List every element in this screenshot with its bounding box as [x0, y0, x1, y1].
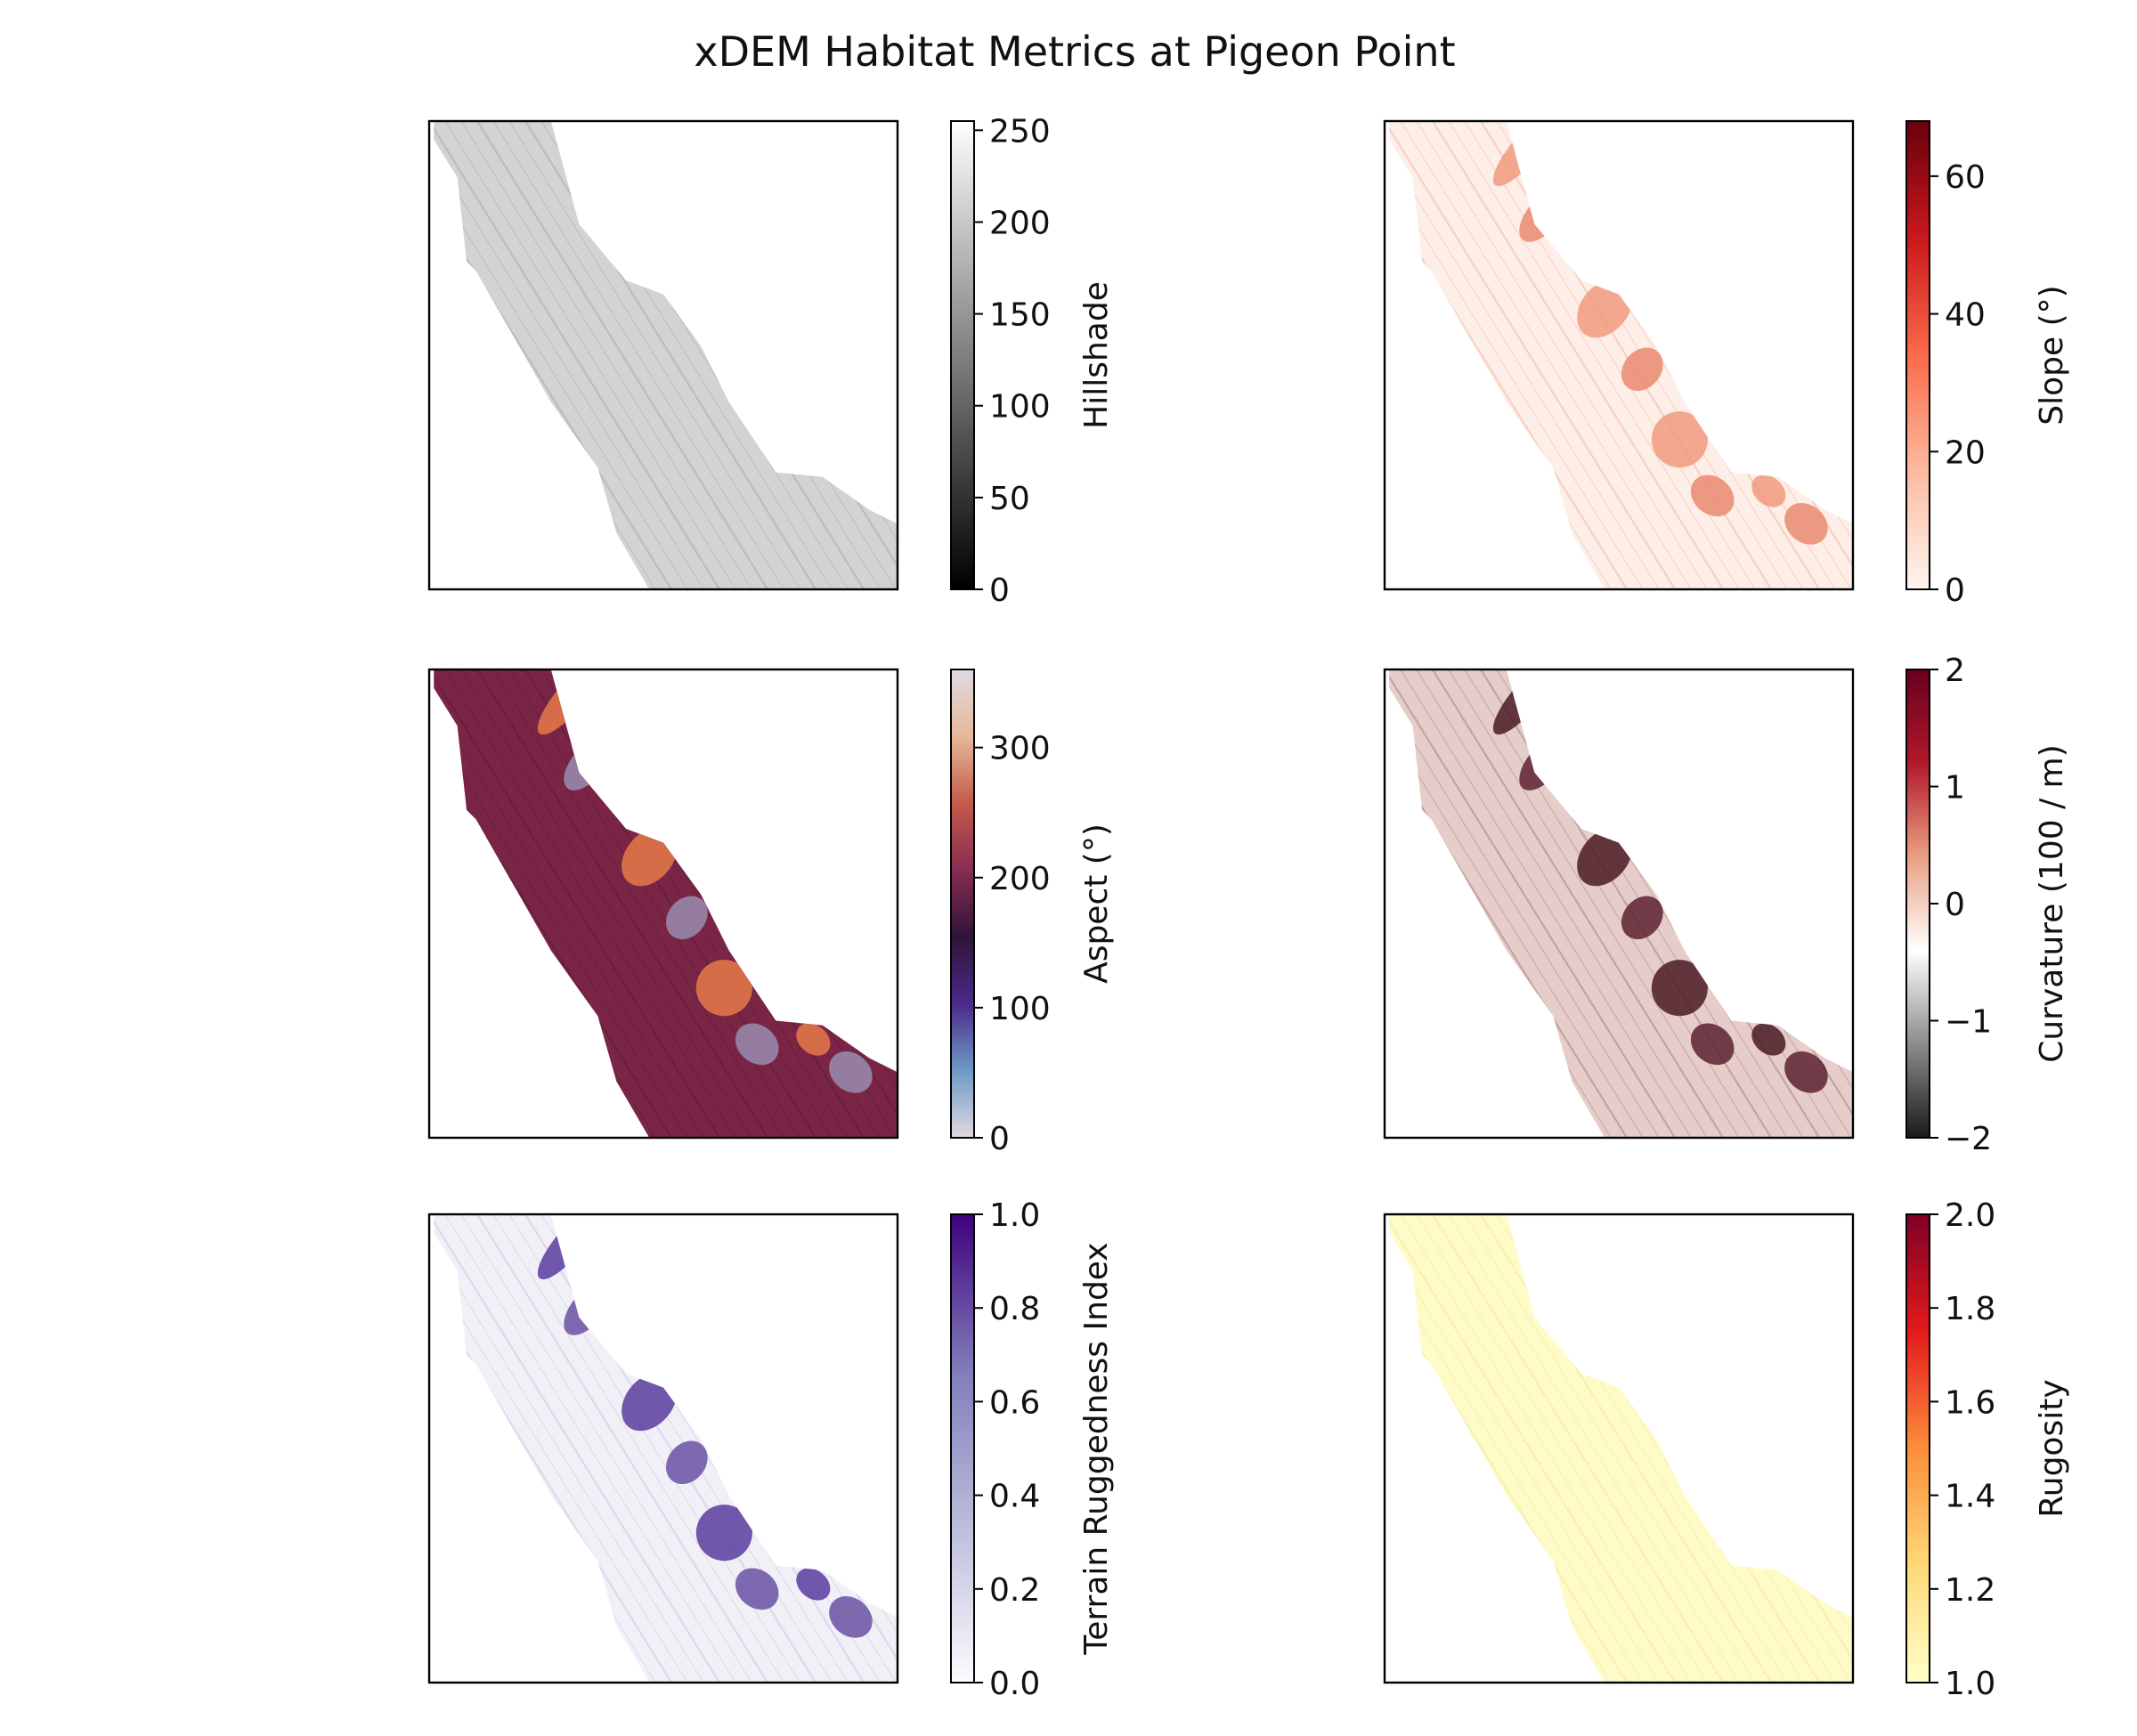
map-tri — [434, 1214, 898, 1683]
colorbar-tick-label-curvature: 0 — [1945, 887, 1965, 923]
colorbar-tick-label-rugosity: 1.6 — [1945, 1384, 1995, 1421]
colorbar-tick-label-hillshade: 0 — [989, 572, 1010, 609]
colorbar-tick-label-aspect: 200 — [989, 861, 1051, 897]
axes-frame-curvature — [1383, 668, 1855, 1140]
colorbar-tick-label-curvature: −2 — [1945, 1121, 1992, 1157]
colorbar-tick-label-hillshade: 50 — [989, 481, 1030, 517]
colorbar-tick-label-hillshade: 100 — [989, 389, 1051, 426]
colorbar-label-rugosity: Rugosity — [2034, 1379, 2070, 1517]
map-slope — [1389, 121, 1853, 589]
colorbar-tick-label-slope: 60 — [1945, 159, 1986, 196]
colorbar-label-curvature: Curvature (100 / m) — [2034, 744, 2070, 1063]
colorbar-tick-label-hillshade: 150 — [989, 297, 1051, 334]
colorbar-tick-label-rugosity: 1.8 — [1945, 1291, 1995, 1327]
figure-title: xDEM Habitat Metrics at Pigeon Point — [694, 28, 1455, 76]
colorbar-tick-label-tri: 0.2 — [989, 1572, 1040, 1609]
colorbar-tick-label-rugosity: 1.4 — [1945, 1479, 1995, 1515]
map-curvature — [1389, 669, 1853, 1138]
colorbar-slope — [1905, 120, 1930, 590]
panel-curvature: −2 −1 0 1 2 Curvature (100 / m) — [1383, 653, 2070, 1157]
map-rugosity — [1389, 1214, 1853, 1683]
colorbar-tri — [950, 1213, 975, 1683]
habitat-area-aspect — [434, 669, 898, 1138]
colorbar-tick-label-tri: 0.8 — [989, 1291, 1040, 1327]
axes-frame-hillshade — [427, 119, 899, 591]
colorbar-tick-label-curvature: 2 — [1945, 653, 1965, 689]
habitat-area-hillshade — [434, 121, 898, 589]
habitat-area-curvature — [1389, 669, 1853, 1138]
colorbar-label-tri: Terrain Ruggedness Index — [1078, 1242, 1115, 1655]
colorbar-tick-label-rugosity: 2.0 — [1945, 1197, 1995, 1234]
colorbar-tick-label-curvature: 1 — [1945, 770, 1965, 807]
panel-tri: 0.0 0.2 0.4 0.6 0.8 1.0 Terrain Ruggedness Ind… — [427, 1197, 1115, 1702]
colorbar-curvature — [1905, 669, 1930, 1139]
panel-slope: 0 20 40 60 Slope (°) — [1383, 119, 2070, 609]
panel-hillshade: 0 50 100 150 200 250 Hillshade — [427, 113, 1115, 609]
panel-aspect: 0 100 200 300 Aspect (°) — [427, 668, 1115, 1157]
colorbar-label-slope: Slope (°) — [2034, 285, 2070, 425]
habitat-area-rugosity — [1389, 1214, 1853, 1683]
axes-frame-slope — [1383, 119, 1855, 591]
colorbar-tick-label-slope: 40 — [1945, 297, 1986, 334]
colorbar-tick-label-hillshade: 250 — [989, 113, 1051, 150]
colorbar-tick-label-slope: 0 — [1945, 572, 1965, 609]
colorbar-tick-label-tri: 1.0 — [989, 1197, 1040, 1234]
habitat-area-tri — [434, 1214, 898, 1683]
map-hillshade — [434, 121, 898, 589]
axes-frame-rugosity — [1383, 1213, 1855, 1684]
colorbar-rugosity — [1905, 1213, 1930, 1683]
colorbar-tick-label-aspect: 0 — [989, 1121, 1010, 1157]
map-aspect — [434, 669, 898, 1138]
colorbar-aspect — [950, 669, 975, 1139]
colorbar-tick-label-curvature: −1 — [1945, 1004, 1992, 1041]
axes-frame-aspect — [427, 668, 899, 1140]
colorbar-tick-label-aspect: 300 — [989, 731, 1051, 767]
colorbar-tick-label-tri: 0.6 — [989, 1384, 1040, 1421]
colorbar-tick-label-hillshade: 200 — [989, 205, 1051, 241]
colorbar-tick-label-slope: 20 — [1945, 434, 1986, 471]
colorbar-tick-label-tri: 0.0 — [989, 1666, 1040, 1702]
colorbar-tick-label-aspect: 100 — [989, 991, 1051, 1027]
panel-rugosity: 1.0 1.2 1.4 1.6 1.8 2.0 Rugosity — [1383, 1197, 2070, 1702]
colorbar-hillshade — [950, 120, 975, 590]
colorbar-tick-label-rugosity: 1.0 — [1945, 1666, 1995, 1702]
colorbar-label-aspect: Aspect (°) — [1078, 823, 1115, 984]
colorbar-tick-label-tri: 0.4 — [989, 1479, 1040, 1515]
colorbar-tick-label-rugosity: 1.2 — [1945, 1572, 1995, 1609]
axes-frame-tri — [427, 1213, 899, 1684]
habitat-area-slope — [1389, 121, 1853, 589]
colorbar-label-hillshade: Hillshade — [1078, 281, 1115, 429]
